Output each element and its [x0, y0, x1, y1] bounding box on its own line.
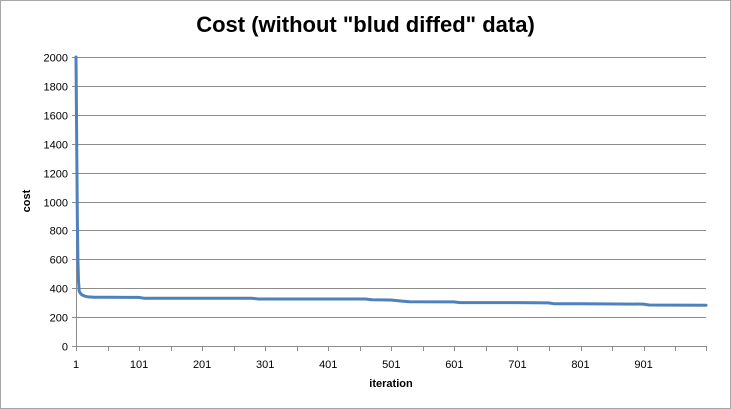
y-tick-label: 0: [62, 342, 68, 354]
x-tick-label: 801: [571, 359, 589, 371]
y-tick-label: 2000: [44, 53, 68, 65]
y-tick-label: 1400: [44, 140, 68, 152]
y-tick-label: 1000: [44, 198, 68, 210]
x-axis-label: iteration: [369, 378, 413, 390]
y-tick-label: 1200: [44, 169, 68, 181]
y-tick-label: 200: [50, 313, 68, 325]
x-tick-label: 101: [130, 359, 148, 371]
y-tick-label: 400: [50, 284, 68, 296]
y-tick-label: 1800: [44, 82, 68, 94]
y-tick-label: 600: [50, 255, 68, 267]
x-tick-label: 1: [73, 359, 79, 371]
series-line: [74, 55, 708, 307]
chart-title: Cost (without "blud diffed" data): [196, 12, 535, 37]
x-tick-label: 601: [445, 359, 463, 371]
x-tick-label: 301: [256, 359, 274, 371]
y-tick-label: 1600: [44, 111, 68, 123]
x-tick-label: 501: [382, 359, 400, 371]
y-tick-label: 800: [50, 226, 68, 238]
x-tick-label: 401: [319, 359, 337, 371]
y-axis-label: cost: [21, 189, 33, 212]
x-tick-label: 201: [193, 359, 211, 371]
x-tick-label: 701: [508, 359, 526, 371]
x-tick-label: 901: [634, 359, 652, 371]
